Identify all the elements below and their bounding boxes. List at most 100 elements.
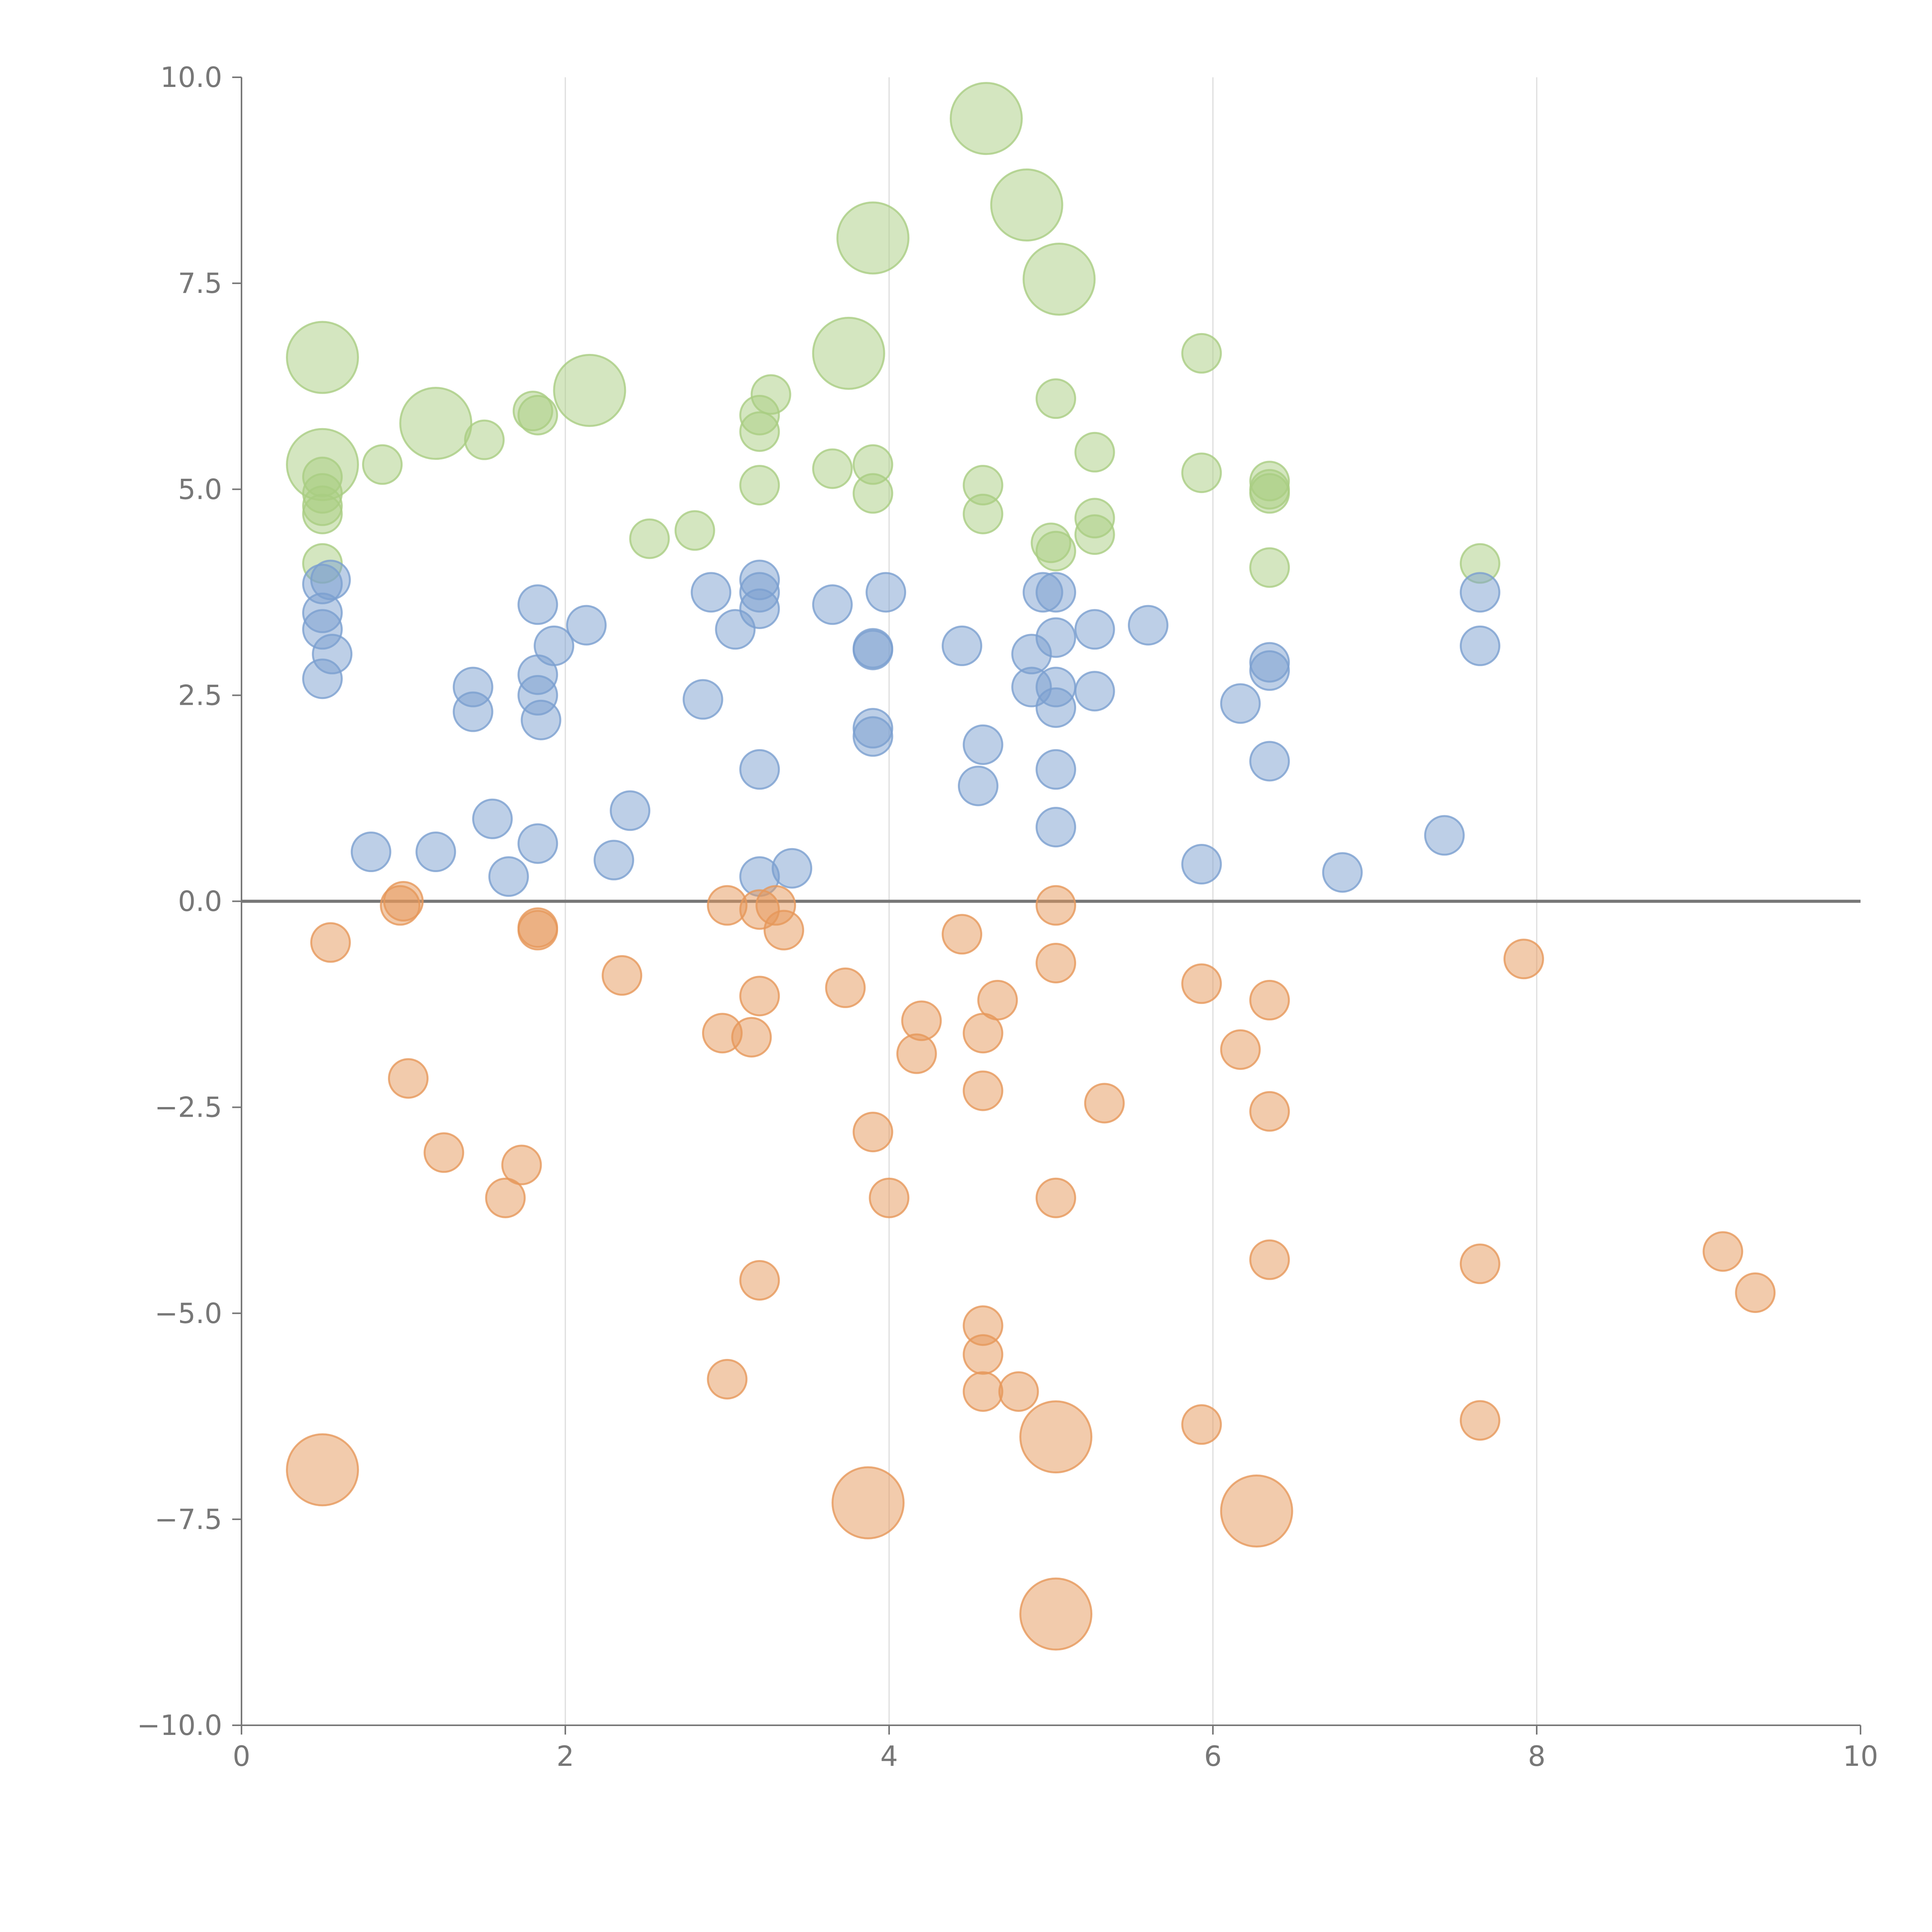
green-point (1249, 547, 1290, 588)
blue-point (472, 798, 513, 839)
blue-point (1036, 687, 1077, 728)
green-point (990, 168, 1063, 242)
y-tick-label: −5.0 (155, 1297, 222, 1330)
orange-point (388, 1058, 429, 1099)
blue-point (772, 848, 813, 889)
green-point (629, 518, 670, 559)
orange-point (1249, 1091, 1290, 1132)
x-tick-label: 6 (1204, 1740, 1222, 1772)
green-point (399, 387, 473, 460)
orange-point (501, 1145, 542, 1185)
orange-point (1503, 939, 1544, 980)
blue-point (866, 572, 906, 613)
green-point (464, 419, 505, 460)
blue-point (1036, 617, 1077, 658)
y-tick-label: 0.0 (178, 885, 222, 918)
orange-point (977, 980, 1018, 1020)
blue-point (682, 679, 723, 720)
green-point (739, 411, 780, 452)
orange-point (310, 922, 351, 963)
blue-point (739, 749, 780, 790)
green-point (739, 465, 780, 506)
blue-point (1459, 625, 1500, 666)
x-tick-label: 0 (233, 1740, 250, 1772)
blue-point (1036, 572, 1077, 613)
blue-point (1181, 844, 1222, 885)
green-point (1074, 514, 1115, 555)
green-point (1022, 242, 1096, 316)
orange-point (1249, 980, 1290, 1020)
orange-point (1181, 1404, 1222, 1445)
blue-point (852, 628, 893, 669)
blue-point (517, 584, 558, 625)
y-tick-label: −2.5 (155, 1091, 222, 1124)
blue-point (1249, 741, 1290, 782)
y-tick-label: 10.0 (160, 61, 222, 94)
blue-point (534, 625, 575, 666)
orange-point (869, 1177, 910, 1218)
blue-point (1036, 749, 1077, 790)
orange-point (1036, 942, 1077, 983)
blue-point (488, 856, 529, 897)
green-point (852, 473, 893, 514)
orange-point (1036, 885, 1077, 926)
blue-point (350, 832, 391, 872)
blue-point (739, 588, 780, 629)
orange-point (739, 1260, 780, 1301)
x-tick-label: 4 (880, 1740, 898, 1772)
orange-point (1181, 963, 1222, 1004)
orange-point (602, 955, 643, 996)
blue-point (452, 691, 493, 732)
blue-point (852, 716, 893, 757)
x-tick-label: 2 (556, 1740, 574, 1772)
orange-point (901, 1000, 942, 1041)
green-point (1181, 452, 1222, 493)
orange-point (1220, 1029, 1261, 1070)
green-point (1074, 432, 1115, 473)
orange-point (963, 1371, 1003, 1412)
orange-point (825, 967, 866, 1008)
blue-point (517, 823, 558, 864)
orange-point (1459, 1400, 1500, 1441)
y-tick-label: −10.0 (137, 1709, 222, 1742)
orange-point (1220, 1475, 1293, 1548)
orange-point (1249, 1239, 1290, 1280)
orange-point (485, 1177, 526, 1218)
y-tick-label: 7.5 (178, 267, 222, 299)
orange-point (764, 910, 804, 951)
green-point (949, 82, 1023, 155)
green-point (812, 316, 885, 390)
orange-point (707, 1359, 748, 1400)
blue-point (1424, 815, 1465, 856)
blue-point (594, 840, 634, 881)
blue-point (610, 790, 651, 831)
axis-layer: 0 2 4 6 8 10 10.0 7.5 5.0 2.5 0.0 −2.5 −5.0 −7.5 −10.0 (137, 61, 1878, 1772)
green-point (836, 201, 910, 275)
orange-point (1459, 1243, 1500, 1284)
blue-point (520, 699, 561, 740)
orange-point (1735, 1272, 1776, 1313)
orange-point (963, 1334, 1003, 1375)
orange-point (383, 881, 424, 922)
green-point (1249, 473, 1290, 514)
orange-point (963, 1070, 1003, 1111)
orange-point (739, 976, 780, 1017)
green-point (750, 374, 791, 415)
green-point (963, 493, 1003, 534)
orange-point (1036, 1177, 1077, 1218)
x-tick-label: 10 (1843, 1740, 1878, 1772)
blue-point (942, 625, 983, 666)
blue-point (812, 584, 853, 625)
y-tick-label: 2.5 (178, 679, 222, 711)
x-tick-label: 8 (1528, 1740, 1546, 1772)
blue-point (302, 658, 343, 699)
blue-point (1249, 650, 1290, 691)
blue-point (690, 572, 731, 613)
orange-point (423, 1132, 464, 1173)
orange-point (832, 1466, 905, 1539)
blue-point (963, 724, 1003, 765)
blue-point (1459, 572, 1500, 613)
blue-point (1220, 683, 1261, 724)
green-point (517, 395, 558, 435)
